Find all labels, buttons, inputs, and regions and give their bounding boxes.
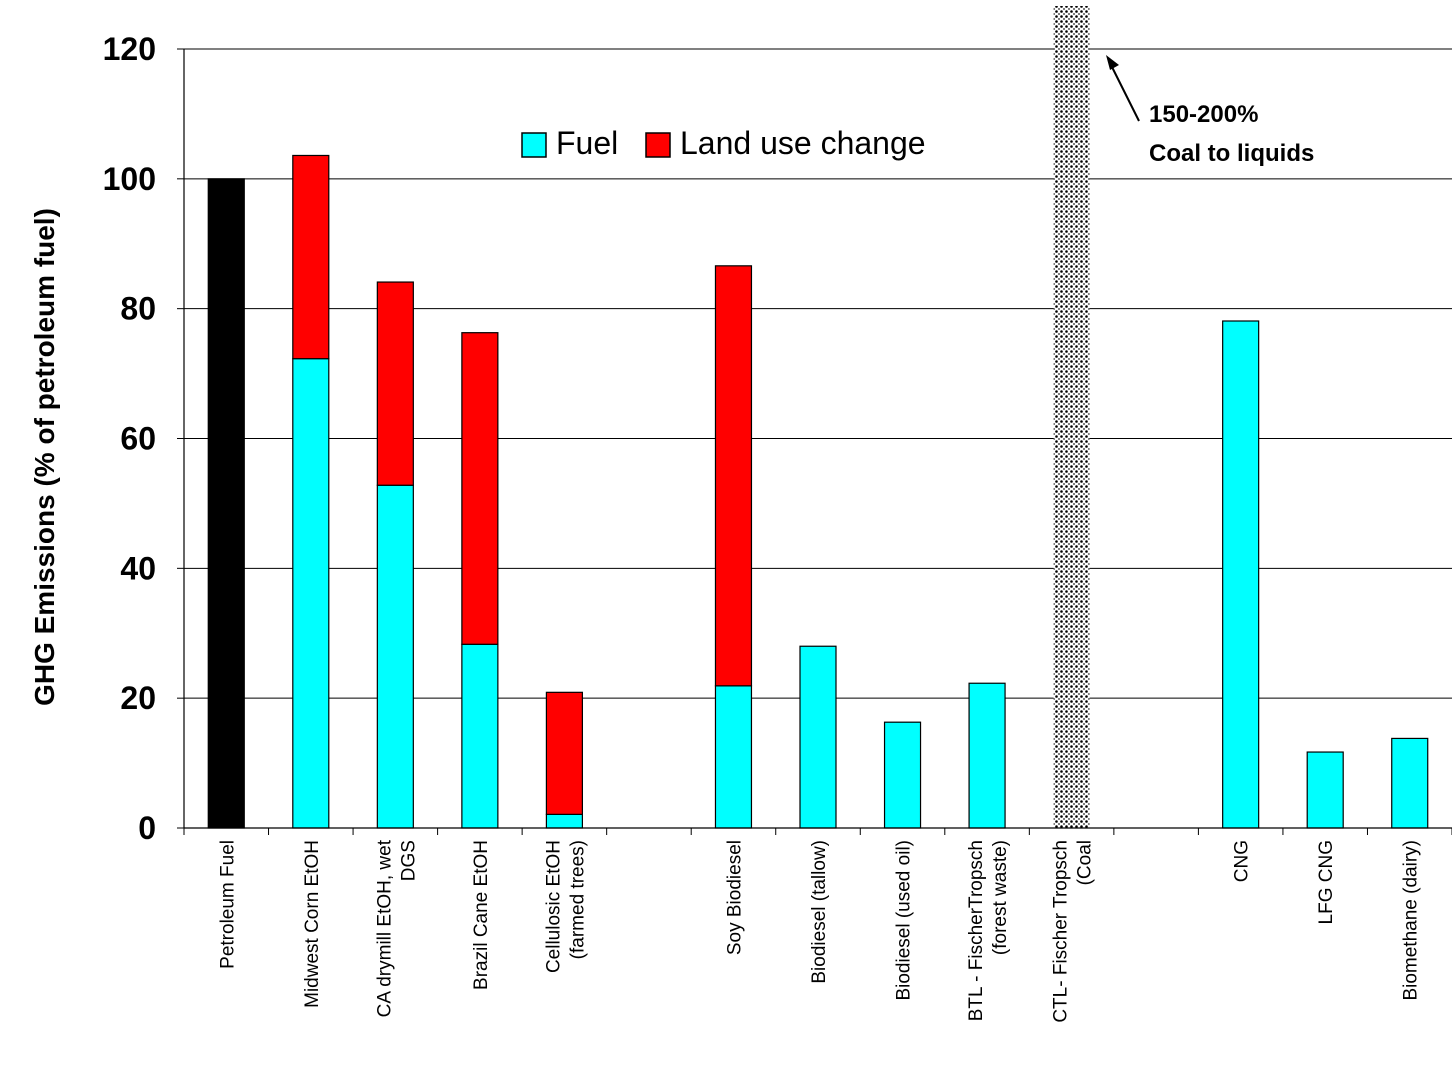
legend-label-land-use-change: Land use change [680, 125, 926, 161]
x-category-labels: Petroleum Fuel Midwest Corn EtOH CA drymil… [217, 839, 1421, 1022]
x-category-label: Soy Biodiesel [724, 840, 745, 955]
bars [207, 6, 1429, 829]
bar-land-use-change [714, 265, 753, 687]
x-category-label: Biomethane (dairy) [1401, 840, 1422, 1001]
x-category-label: (farmed trees) [567, 840, 588, 959]
x-category-label: Biodiesel (used oil) [894, 840, 915, 1001]
bar-land-use-change [376, 281, 414, 486]
legend: Fuel Land use change [521, 125, 926, 161]
annotation-arrowhead [1106, 55, 1119, 70]
legend-label-fuel: Fuel [556, 125, 618, 161]
bar-petroleum [207, 178, 245, 829]
x-category-label: DGS [398, 840, 419, 881]
bar-fuel [1391, 737, 1429, 829]
legend-swatch-fuel [521, 132, 547, 158]
x-category-label: LFG CNG [1316, 840, 1337, 924]
x-category-label: Cellulosic EtOH [543, 840, 564, 973]
bar-fuel [292, 358, 330, 829]
y-tick-label: 40 [120, 550, 156, 586]
annotation-arrow-line [1109, 62, 1140, 122]
x-category-label: Biodiesel (tallow) [809, 840, 830, 984]
y-tick-label: 100 [103, 161, 156, 197]
x-category-label: CTL- Fischer Tropsch [1051, 840, 1072, 1023]
y-tick-labels: 0 20 40 60 80 100 120 [103, 31, 156, 846]
bar-fuel [461, 643, 499, 829]
bar-land-use-change [545, 691, 584, 815]
x-category-label: BTL - FischerTropsch [966, 840, 987, 1021]
y-axis-title: GHG Emissions (% of petroleum fuel) [29, 208, 60, 706]
x-category-label: (Coal [1075, 840, 1096, 885]
axes [177, 48, 1452, 835]
x-category-label: Midwest Corn EtOH [302, 840, 323, 1008]
bar-fuel [376, 484, 414, 829]
y-tick-label: 80 [120, 291, 156, 327]
bar-fuel [1222, 320, 1260, 829]
annotation: 150-200% Coal to liquids [1106, 55, 1314, 167]
annotation-text: Coal to liquids [1149, 140, 1314, 167]
bar-fuel [883, 721, 922, 829]
bar-fuel [714, 685, 753, 829]
y-tick-label: 20 [120, 680, 156, 716]
x-category-label: CNG [1232, 840, 1253, 882]
bar-fuel [968, 682, 1006, 829]
x-category-label: CA drymill EtOH, wet [374, 839, 395, 1017]
bar-fuel [799, 645, 837, 829]
y-tick-label: 0 [138, 810, 156, 846]
y-tick-label: 60 [120, 421, 156, 457]
bar-land-use-change [292, 154, 330, 360]
legend-swatch-land-use-change [645, 132, 671, 158]
bar-fuel [1306, 751, 1344, 829]
annotation-text: 150-200% [1149, 101, 1258, 128]
x-category-label: (forest waste) [990, 840, 1011, 955]
bar-land-use-change [461, 332, 499, 645]
bar-coal-to-liquids [1053, 6, 1090, 828]
x-category-label: Petroleum Fuel [217, 840, 238, 969]
x-category-label: Brazil Cane EtOH [471, 840, 492, 990]
y-tick-label: 120 [103, 31, 156, 67]
bar-fuel [545, 813, 584, 829]
